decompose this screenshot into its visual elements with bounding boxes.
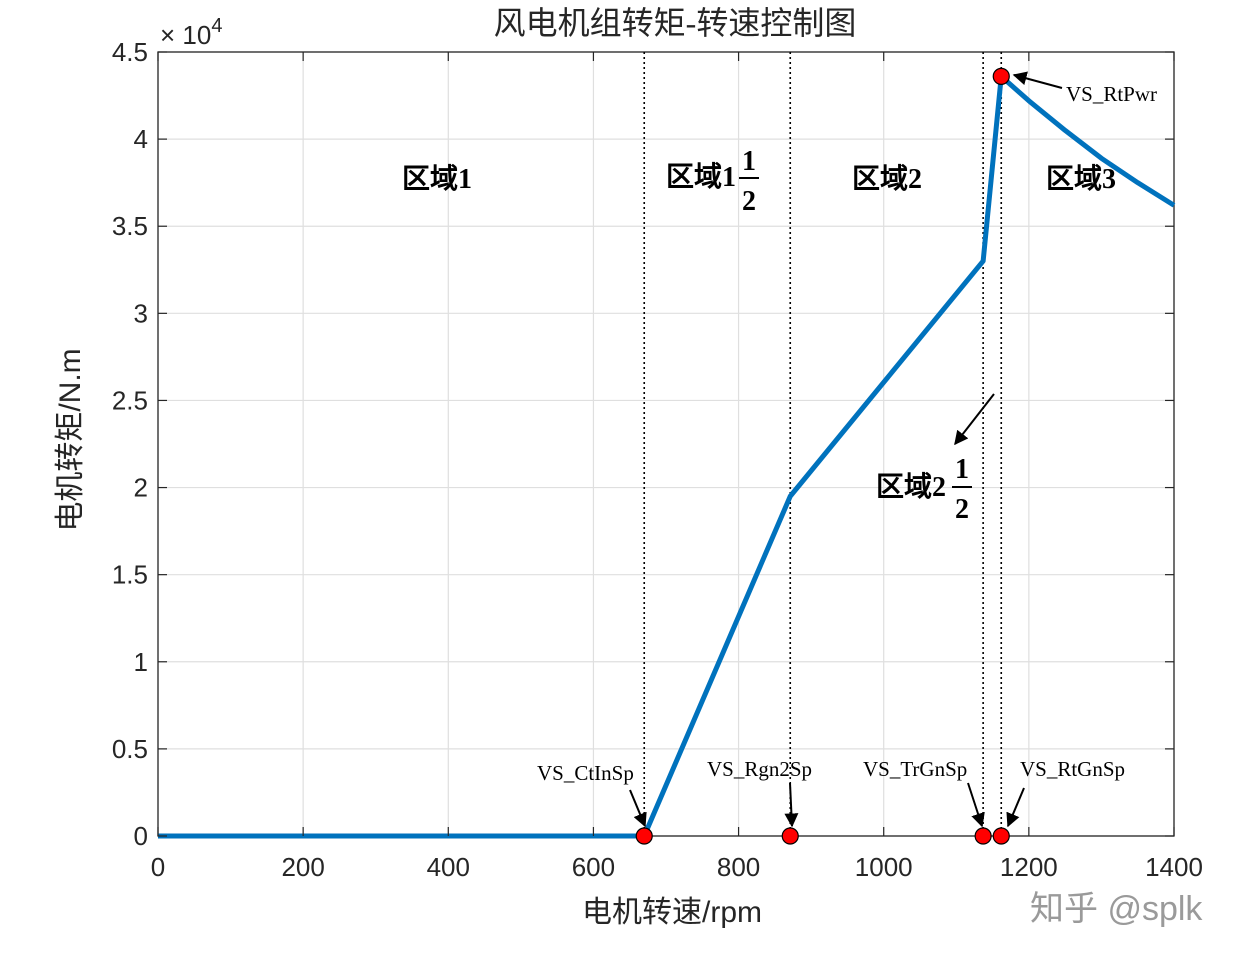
marker-label-rtgnsp: VS_RtGnSp [1020,757,1125,781]
marker-point-0 [635,827,653,845]
y-tick-label: 1 [134,647,148,677]
region-3-label: 区域3 [1046,163,1116,195]
markers-group [635,67,1010,845]
region-1-5-numerator: 1 [742,146,756,177]
marker-label-rgn2sp: VS_Rgn2Sp [707,757,812,781]
x-tick-label: 200 [281,852,324,882]
x-tick-label: 600 [572,852,615,882]
boundary-lines [643,52,1003,836]
arrow-trgnsp [967,782,985,828]
arrow-region-2-5 [954,393,995,446]
x-tick-label: 1200 [1000,852,1058,882]
x-tick-label: 1000 [855,852,913,882]
y-tick-label: 3.5 [112,211,148,241]
y-exponent: × 104 [160,15,222,50]
watermark: 知乎 @splk [1030,890,1203,928]
y-tick-label: 3 [134,298,148,328]
region-2-5-label: 区域2 [876,471,946,503]
annotations-group [629,71,1063,828]
marker-point-1 [781,827,799,845]
ticks-group: 0 200 400 600 800 1000 1200 1400 0 0.5 1 1.5 2 2.5 3 3.… [112,37,1203,882]
chart-title: 风电机组转矩-转速控制图 [494,5,857,41]
axes-box [157,51,1175,837]
marker-point-2 [974,827,992,845]
marker-point-3 [992,827,1010,845]
y-tick-label: 0.5 [112,734,148,764]
arrow-rtgnsp [1006,787,1025,828]
region-1-5-label: 区域1 [666,161,736,193]
y-tick-label: 4.5 [112,37,148,67]
arrow-ctinsp [629,789,647,828]
axes [157,51,1175,837]
y-tick-label: 1.5 [112,560,148,590]
y-tick-label: 2.5 [112,385,148,415]
series-line-0 [158,73,1176,839]
y-tick-label: 2 [134,473,148,503]
y-exponent-power: 4 [211,15,222,37]
marker-label-rtpwr: VS_RtPwr [1066,82,1157,106]
arrow-rgn2sp [784,782,799,828]
region-1-label: 区域1 [402,163,472,195]
region-1-5-denominator: 2 [742,186,756,217]
y-tick-label: 0 [134,821,148,851]
x-tick-label: 1400 [1145,852,1203,882]
region-2-label: 区域2 [852,163,922,195]
x-axis-label: 电机转速/rpm [582,896,762,929]
x-tick-label: 0 [151,852,165,882]
marker-label-trgnsp: VS_TrGnSp [863,757,967,781]
y-axis-label: 电机转矩/N.m [54,348,87,531]
y-exponent-base: × 10 [160,20,211,50]
x-tick-label: 400 [427,852,470,882]
region-2-5-numerator: 1 [955,454,969,485]
series-group [158,73,1176,839]
region-2-5-denominator: 2 [955,494,969,525]
marker-label-ctinsp: VS_CtInSp [537,761,634,785]
marker-point-4 [992,67,1010,85]
y-tick-label: 4 [134,124,148,154]
x-tick-label: 800 [717,852,760,882]
arrow-rtpwr [1012,71,1063,89]
